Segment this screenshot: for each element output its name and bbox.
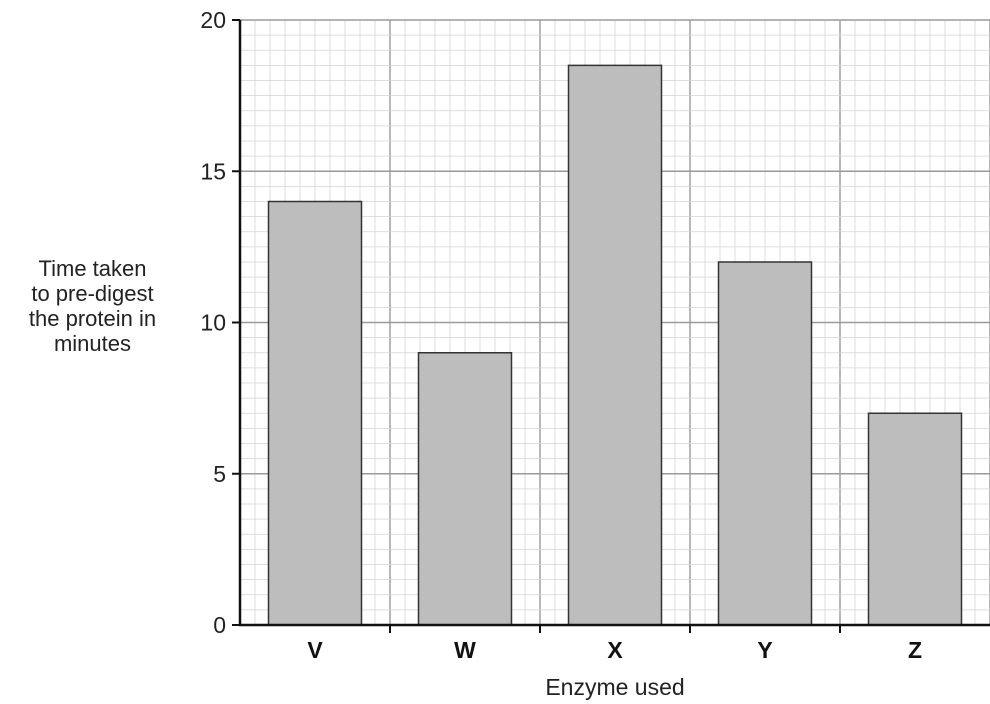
y-tick-label: 15	[200, 158, 226, 184]
y-tick-label: 0	[213, 612, 226, 638]
x-tick-label: Y	[757, 637, 772, 663]
y-tick-label: 10	[200, 310, 226, 336]
bar	[567, 64, 663, 626]
bar	[417, 352, 513, 626]
x-tick-label: W	[454, 637, 476, 663]
x-axis-label: Enzyme used	[545, 674, 684, 700]
x-tick-label: Z	[908, 637, 922, 663]
y-axis-label-line: to pre-digest	[31, 281, 154, 306]
bar	[717, 261, 813, 626]
y-axis-label: Time taken to pre-digest the protein in …	[0, 256, 185, 356]
x-tick-label: X	[607, 637, 623, 663]
x-tick-label: V	[307, 637, 323, 663]
y-tick-label: 5	[213, 461, 226, 487]
bar	[867, 412, 963, 626]
y-axis-label-line: minutes	[53, 331, 132, 356]
y-axis-label-line: Time taken	[38, 256, 147, 281]
bar	[267, 200, 363, 626]
y-tick-label: 20	[200, 7, 226, 33]
y-axis-label-line: the protein in	[28, 306, 157, 331]
